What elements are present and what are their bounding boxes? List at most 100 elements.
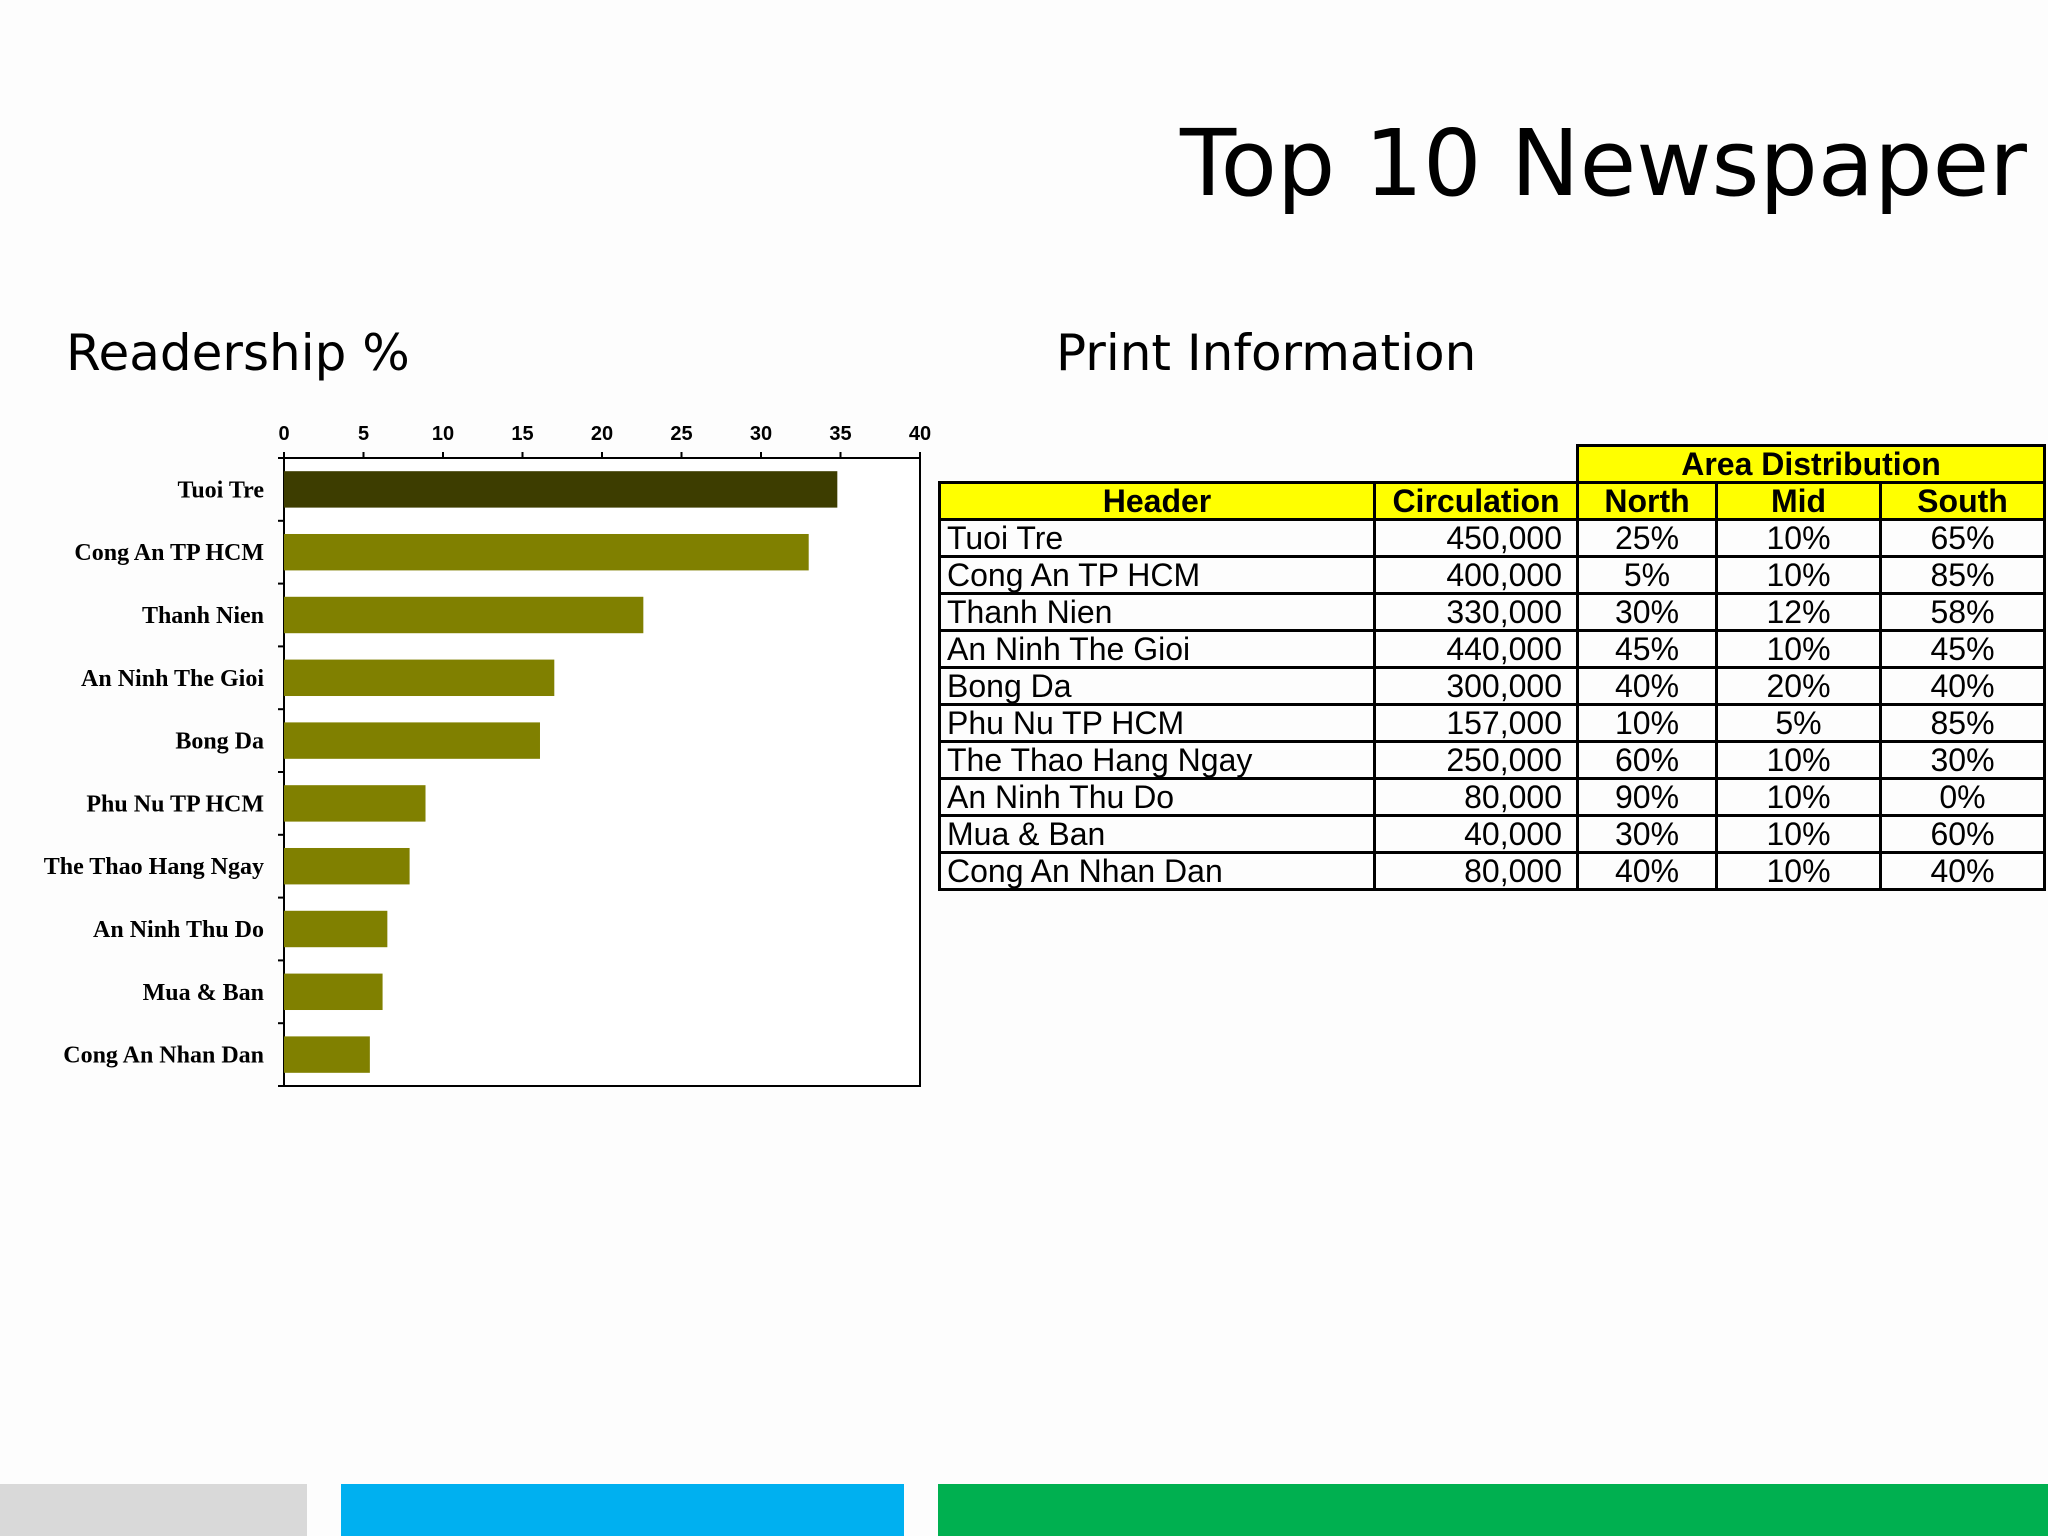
category-label: Mua & Ban [143, 980, 264, 1006]
mid-cell: 10% [1715, 518, 1882, 558]
table-row: Cong An Nhan Dan 80,000 40% 10% 40% [938, 851, 2046, 891]
category-label: Tuoi Tre [178, 477, 265, 503]
table-row: Tuoi Tre 450,000 25% 10% 65% [938, 518, 2046, 558]
category-label: Cong An TP HCM [74, 540, 264, 566]
newspaper-name-cell: An Ninh Thu Do [938, 777, 1376, 817]
newspaper-name-cell: The Thao Hang Ngay [938, 740, 1376, 780]
table-row: An Ninh The Gioi 440,000 45% 10% 45% [938, 629, 2046, 669]
north-cell: 10% [1576, 703, 1718, 743]
readership-bar-chart: 0 5 10 15 20 25 30 35 40 Tuoi Tre Cong An TP HCM Th… [44, 423, 931, 1087]
circulation-cell: 440,000 [1373, 629, 1579, 669]
bar [284, 1036, 370, 1073]
bar [284, 659, 555, 697]
bar [284, 847, 410, 885]
newspaper-name-cell: Phu Nu TP HCM [938, 703, 1376, 743]
circulation-cell: 250,000 [1373, 740, 1579, 780]
x-tick-label: 20 [591, 423, 613, 445]
table-group-header-row: Area Distribution [940, 444, 2046, 484]
north-cell: 5% [1576, 555, 1718, 595]
mid-cell: 10% [1715, 629, 1882, 669]
x-tick-label: 25 [670, 423, 692, 445]
newspaper-name-cell: Tuoi Tre [938, 518, 1376, 558]
table-row: The Thao Hang Ngay 250,000 60% 10% 30% [938, 740, 2046, 780]
category-label: An Ninh The Gioi [81, 666, 264, 692]
newspaper-name-cell: Bong Da [938, 666, 1376, 706]
circulation-cell: 40,000 [1373, 814, 1579, 854]
category-label: An Ninh Thu Do [93, 917, 264, 943]
table-header-row: Header Circulation North Mid South [938, 481, 2046, 521]
mid-cell: 10% [1715, 555, 1882, 595]
south-column-header: South [1879, 481, 2046, 521]
circulation-cell: 80,000 [1373, 851, 1579, 891]
print-information-table: Area Distribution Header Circulation Nor… [938, 444, 2046, 891]
south-cell: 60% [1879, 814, 2046, 854]
north-cell: 45% [1576, 629, 1718, 669]
newspaper-name-cell: Thanh Nien [938, 592, 1376, 632]
area-distribution-header: Area Distribution [1576, 444, 2046, 484]
mid-cell: 12% [1715, 592, 1882, 632]
circulation-cell: 400,000 [1373, 555, 1579, 595]
newspaper-name-cell: Mua & Ban [938, 814, 1376, 854]
mid-cell: 5% [1715, 703, 1882, 743]
x-tick-label: 10 [432, 423, 454, 445]
south-cell: 45% [1879, 629, 2046, 669]
footer-bar-blue [341, 1484, 904, 1536]
newspaper-name-cell: Cong An TP HCM [938, 555, 1376, 595]
north-cell: 40% [1576, 666, 1718, 706]
x-tick-label: 0 [278, 423, 289, 445]
table-row: Mua & Ban 40,000 30% 10% 60% [938, 814, 2046, 854]
circulation-cell: 330,000 [1373, 592, 1579, 632]
bar [284, 596, 644, 634]
south-cell: 30% [1879, 740, 2046, 780]
bar [284, 785, 426, 822]
circulation-column-header: Circulation [1373, 481, 1579, 521]
north-column-header: North [1576, 481, 1718, 521]
north-cell: 40% [1576, 851, 1718, 891]
mid-cell: 10% [1715, 814, 1882, 854]
mid-cell: 10% [1715, 851, 1882, 891]
newspaper-name-cell: Cong An Nhan Dan [938, 851, 1376, 891]
category-label: The Thao Hang Ngay [44, 854, 264, 880]
circulation-cell: 450,000 [1373, 518, 1579, 558]
bar [284, 722, 540, 759]
table-row: Phu Nu TP HCM 157,000 10% 5% 85% [938, 703, 2046, 743]
north-cell: 30% [1576, 814, 1718, 854]
table-row: An Ninh Thu Do 80,000 90% 10% 0% [938, 777, 2046, 817]
south-cell: 85% [1879, 703, 2046, 743]
south-cell: 85% [1879, 555, 2046, 595]
mid-column-header: Mid [1715, 481, 1882, 521]
mid-cell: 20% [1715, 666, 1882, 706]
x-tick-label: 35 [829, 423, 851, 445]
south-cell: 65% [1879, 518, 2046, 558]
mid-cell: 10% [1715, 740, 1882, 780]
x-tick-label: 5 [358, 423, 369, 445]
bar [284, 910, 388, 948]
x-tick-label: 30 [750, 423, 772, 445]
print-information-heading: Print Information [1056, 324, 1477, 382]
south-cell: 40% [1879, 666, 2046, 706]
bar [284, 533, 809, 571]
footer-bar-green [938, 1484, 2048, 1536]
category-label: Phu Nu TP HCM [86, 791, 264, 817]
x-tick-label: 15 [511, 423, 533, 445]
circulation-cell: 80,000 [1373, 777, 1579, 817]
header-column-header: Header [938, 481, 1376, 521]
north-cell: 30% [1576, 592, 1718, 632]
north-cell: 25% [1576, 518, 1718, 558]
circulation-cell: 157,000 [1373, 703, 1579, 743]
mid-cell: 10% [1715, 777, 1882, 817]
table-row: Cong An TP HCM 400,000 5% 10% 85% [938, 555, 2046, 595]
bar [284, 973, 383, 1011]
north-cell: 60% [1576, 740, 1718, 780]
newspaper-name-cell: An Ninh The Gioi [938, 629, 1376, 669]
readership-heading: Readership % [66, 324, 410, 382]
north-cell: 90% [1576, 777, 1718, 817]
category-label: Thanh Nien [142, 603, 264, 629]
south-cell: 0% [1879, 777, 2046, 817]
x-tick-label: 40 [909, 423, 931, 445]
slide-title: Top 10 Newspaper [1180, 110, 2028, 217]
table-blank-cell [940, 446, 1578, 483]
table-row: Thanh Nien 330,000 30% 12% 58% [938, 592, 2046, 632]
category-label: Bong Da [175, 729, 264, 755]
category-label: Cong An Nhan Dan [63, 1043, 264, 1069]
